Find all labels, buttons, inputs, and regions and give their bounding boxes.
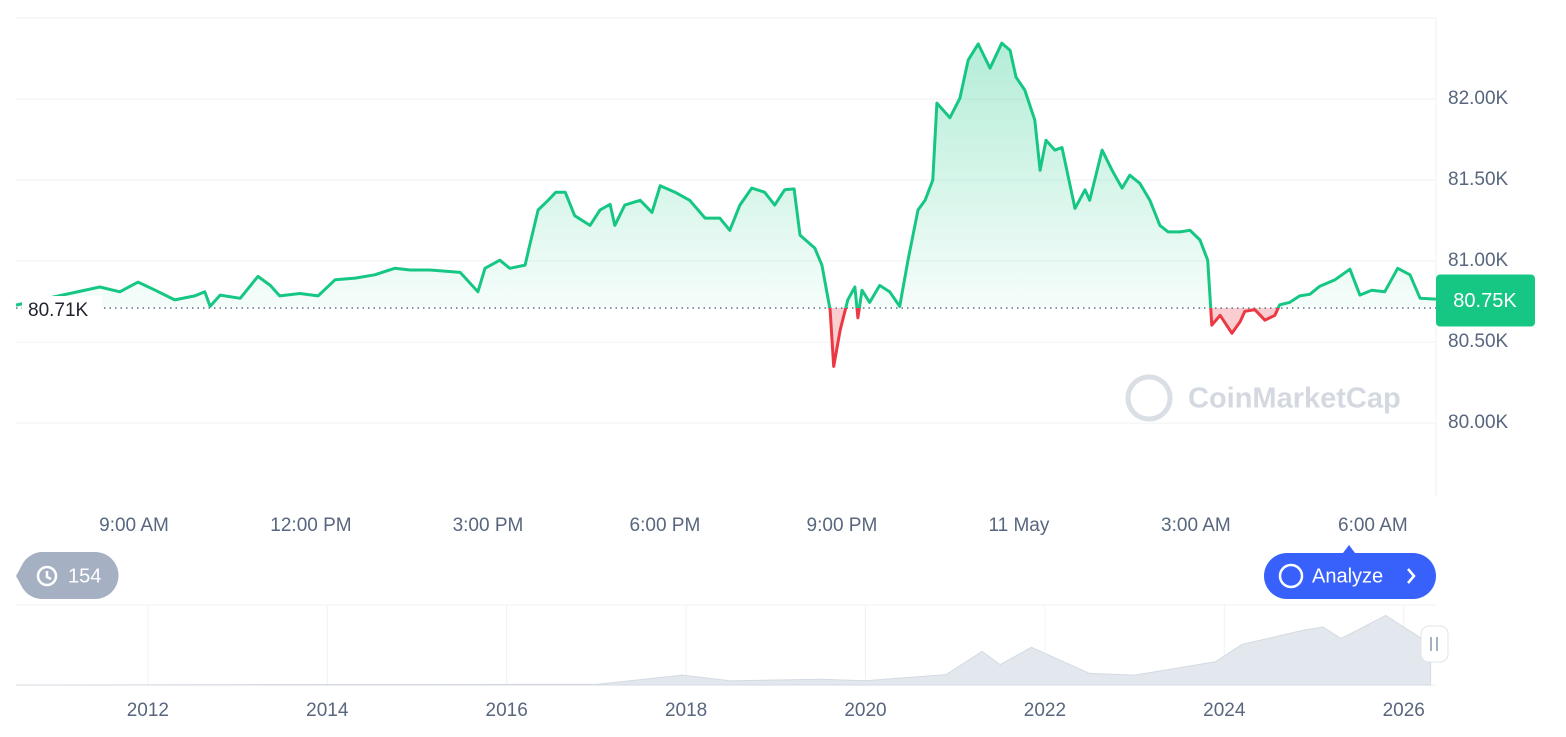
x-tick-label: 6:00 AM	[1338, 515, 1408, 536]
price-area	[16, 43, 1436, 367]
y-tick-label: 82.00K	[1448, 88, 1509, 109]
navigator-x-label: 2024	[1203, 700, 1246, 721]
y-tick-label: 81.00K	[1448, 250, 1509, 271]
history-icon	[45, 571, 52, 581]
x-tick-label: 3:00 AM	[1161, 515, 1231, 536]
badge-bg[interactable]	[16, 552, 119, 599]
analyze-button[interactable]: Analyze	[1264, 545, 1436, 599]
x-tick-label: 11 May	[988, 515, 1049, 536]
navigator-x-label: 2012	[127, 700, 169, 721]
navigator-area	[15, 614, 1432, 686]
handle[interactable]	[1420, 625, 1449, 663]
watermark-logo	[1125, 374, 1173, 422]
reference-label-bg	[22, 296, 102, 321]
navigator-x-label: 2022	[1024, 700, 1066, 721]
history-icon	[36, 565, 58, 587]
history-badge[interactable]: 154	[16, 552, 119, 599]
navigator-handle[interactable]	[1420, 625, 1449, 663]
price-line	[15, 41, 1437, 368]
navigator-x-label: 2018	[665, 700, 707, 721]
current-price-label: 80.75K	[1453, 290, 1517, 312]
watermark-text: CoinMarketCap	[1188, 383, 1401, 415]
y-tick-label: 80.00K	[1448, 412, 1509, 433]
history-count: 154	[68, 565, 101, 587]
x-tick-label: 12:00 PM	[270, 515, 351, 536]
button-bg[interactable]	[1264, 553, 1436, 599]
watermark: CoinMarketCap	[1125, 374, 1401, 422]
navigator: 2012 2014 2016 2018 2020 2022 2024 2026	[15, 604, 1436, 721]
button-chevron	[1407, 568, 1416, 584]
navigator-x-label: 2014	[306, 700, 349, 721]
x-tick-label: 9:00 PM	[807, 515, 878, 536]
current-price-badge	[1436, 274, 1535, 327]
button-label[interactable]: Analyze	[1312, 565, 1383, 587]
main-plot: 80.00K 80.50K 81.00K 81.50K 82.00K 9:00 AM 12:…	[15, 41, 1535, 536]
y-tick-label: 81.50K	[1448, 169, 1509, 190]
x-tick-label: 3:00 PM	[453, 515, 524, 536]
reference-label: 80.71K	[28, 300, 89, 321]
navigator-x-label: 2016	[486, 700, 528, 721]
button-pointer	[1343, 545, 1355, 553]
navigator-x-label: 2020	[844, 700, 886, 721]
y-tick-label: 80.50K	[1448, 331, 1509, 352]
button-icon	[1278, 563, 1304, 589]
x-tick-label: 6:00 PM	[630, 515, 701, 536]
x-tick-label: 9:00 AM	[99, 515, 169, 536]
navigator-x-label: 2026	[1383, 700, 1425, 721]
